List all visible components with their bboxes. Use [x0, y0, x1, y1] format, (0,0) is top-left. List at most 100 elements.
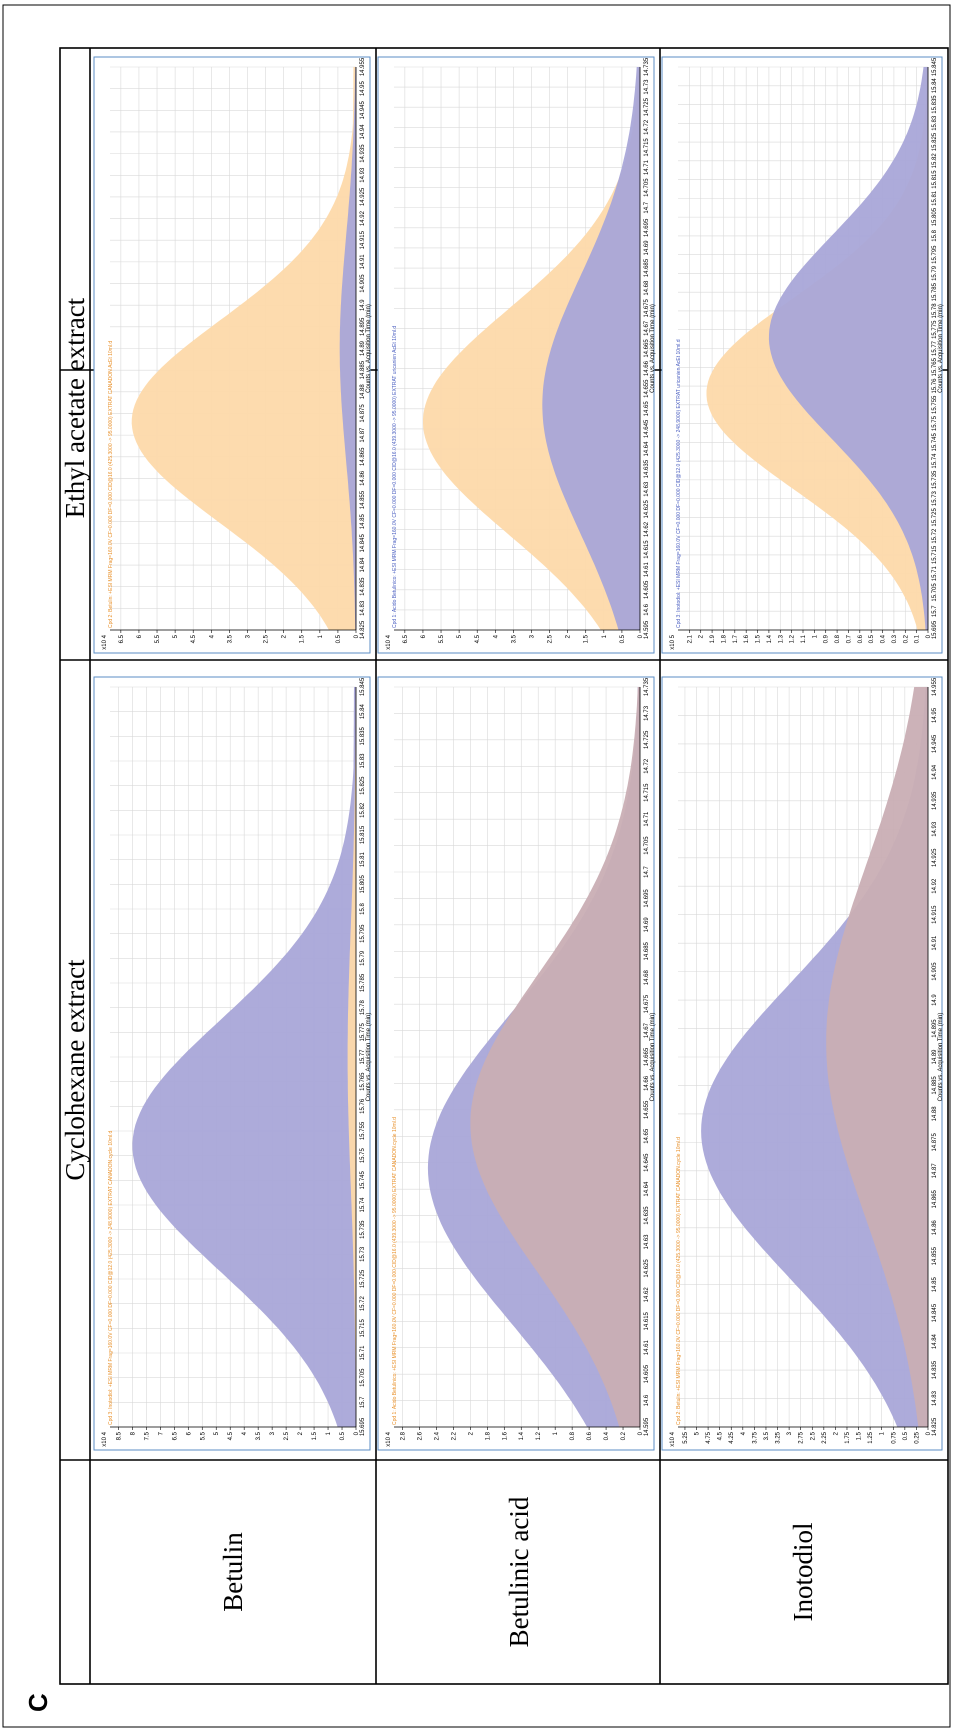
x-axis-label: Counts vs. Acquisition Time (min) — [366, 1013, 372, 1102]
x-tick-label: 14.835 — [932, 1360, 938, 1379]
y-tick-label: 0.75 — [891, 1431, 897, 1443]
series-area-0 — [132, 687, 356, 1427]
x-tick-label: 14.825 — [360, 620, 366, 639]
y-tick-label: 1.2 — [536, 1431, 542, 1440]
y-tick-label: 1.5 — [300, 634, 306, 643]
y-tick-label: 0.5 — [336, 634, 342, 643]
chart-inotodiol-cyclohexane-extract: 0 0.25 0.5 0.75 1 1.25 1.5 1.75 2 2.25 2.5 2.75 3 3.2… — [661, 676, 944, 1451]
x-tick-label: 15.835 — [932, 95, 938, 114]
x-tick-label: 14.61 — [644, 562, 650, 578]
y-tick-label: 0.5 — [903, 1431, 909, 1440]
y-tick-label: 4 — [242, 1431, 248, 1435]
x-tick-label: 15.79 — [932, 265, 938, 281]
x-tick-label: 14.94 — [932, 764, 938, 780]
x-tick-label: 14.87 — [360, 427, 366, 443]
x-tick-label: 15.82 — [360, 802, 366, 818]
y-tick-label: 0 — [926, 634, 932, 638]
x-tick-label: 14.725 — [644, 730, 650, 749]
y-tick-label: 0.5 — [869, 634, 875, 643]
y-tick-label: 2.5 — [264, 634, 270, 643]
y-tick-label: 6 — [137, 634, 143, 638]
chart-title: Cpd 3: Inotodiol: +ESI MRM Frag=160.0V C… — [108, 1130, 114, 1425]
x-tick-label: 15.78 — [360, 999, 366, 1015]
y-tick-label: 1 — [812, 634, 818, 638]
y-tick-label: 1.4 — [767, 634, 773, 643]
y-tick-label: 1.9 — [710, 634, 716, 643]
chart-title: Cpd 3: Inotodiol: +ESI MRM Frag=160.0V C… — [676, 339, 682, 628]
x-tick-label: 14.84 — [932, 1333, 938, 1349]
x-axis-label: Counts vs. Acquisition Time (min) — [366, 304, 372, 393]
x-tick-label: 15.76 — [932, 378, 938, 394]
x-tick-label: 15.735 — [932, 470, 938, 489]
x-tick-label: 15.75 — [932, 415, 938, 431]
y-tick-label: 1 — [602, 634, 608, 638]
x-tick-label: 14.86 — [360, 470, 366, 486]
y-tick-label: 3.5 — [227, 634, 233, 643]
y-tick-label: 6.5 — [172, 1431, 178, 1440]
x-tick-label: 15.745 — [932, 432, 938, 451]
x-tick-label: 14.685 — [644, 941, 650, 960]
x-tick-label: 14.65 — [644, 1128, 650, 1144]
x-tick-label: 14.875 — [932, 1133, 938, 1152]
y-tick-label: 4.5 — [475, 634, 481, 643]
x-tick-label: 14.685 — [644, 258, 650, 277]
x-tick-label: 14.625 — [644, 500, 650, 519]
x-tick-label: 14.88 — [360, 384, 366, 400]
y-tick-label: 0 — [638, 634, 644, 638]
x-tick-label: 15.74 — [360, 1197, 366, 1213]
x-tick-label: 15.71 — [360, 1345, 366, 1361]
y-tick-label: 5 — [214, 1431, 220, 1435]
x-tick-label: 15.745 — [360, 1170, 366, 1189]
x-tick-label: 15.705 — [360, 1368, 366, 1387]
y-tick-label: 1 — [880, 1431, 886, 1435]
y-tick-label: 1.5 — [756, 634, 762, 643]
x-tick-label: 15.78 — [932, 303, 938, 319]
x-tick-label: 14.73 — [644, 79, 650, 95]
x-tick-label: 14.85 — [360, 514, 366, 530]
y-tick-label: 2 — [298, 1431, 304, 1435]
y-tick-label: 1.5 — [312, 1431, 318, 1440]
x-tick-label: 14.825 — [932, 1417, 938, 1436]
y-tick-label: 3.75 — [752, 1431, 758, 1443]
y-tick-label: 2.25 — [822, 1431, 828, 1443]
x-tick-label: 14.62 — [644, 521, 650, 537]
x-tick-label: 15.735 — [360, 1220, 366, 1239]
y-tick-label: 0 — [354, 1431, 360, 1435]
y-tick-label: 1.7 — [733, 634, 739, 643]
x-tick-label: 14.735 — [644, 57, 650, 76]
x-tick-label: 14.95 — [360, 80, 366, 96]
y-tick-label: 4 — [209, 634, 215, 638]
x-tick-label: 14.63 — [644, 1234, 650, 1250]
y-tick-label: 0.2 — [903, 634, 909, 643]
x-tick-label: 14.855 — [932, 1246, 938, 1265]
y-tick-label: 1.6 — [744, 634, 750, 643]
x-tick-label: 14.945 — [360, 100, 366, 119]
x-tick-label: 14.72 — [644, 758, 650, 774]
x-tick-label: 15.815 — [932, 170, 938, 189]
x-tick-label: 14.855 — [360, 490, 366, 509]
y-tick-label: 0.8 — [570, 1431, 576, 1440]
x-axis-label: Counts vs. Acquisition Time (min) — [938, 304, 944, 393]
x-tick-label: 14.6 — [644, 1394, 650, 1406]
y-unit-label: x10 4 — [386, 1431, 392, 1446]
chart-betulin-cyclohexane-extract: 0 0.5 1 1.5 2 2.5 3 3.5 4 4.5 5 5.5 6 6.5 7 7.5 8 8.5 x10 … — [93, 676, 372, 1451]
chart-betulinic-acid-cyclohexane-extract: 0 0.2 0.4 0.6 0.8 1 1.2 1.4 1.6 1.8 2 2.2 2.4 2.6 2.8 x… — [377, 676, 656, 1451]
y-tick-label: 5.25 — [683, 1431, 689, 1443]
x-tick-label: 15.795 — [932, 245, 938, 264]
x-tick-label: 14.945 — [932, 734, 938, 753]
y-tick-label: 0.3 — [892, 634, 898, 643]
row-label-betulinic-acid: Betulinic acid — [504, 1496, 534, 1647]
y-tick-label: 2 — [566, 634, 572, 638]
x-tick-label: 14.715 — [644, 783, 650, 802]
x-tick-label: 14.66 — [644, 1075, 650, 1091]
x-tick-label: 15.81 — [360, 851, 366, 867]
x-tick-label: 15.765 — [932, 357, 938, 376]
x-tick-label: 14.915 — [932, 905, 938, 924]
x-tick-label: 14.935 — [932, 791, 938, 810]
x-tick-label: 14.705 — [644, 178, 650, 197]
y-unit-label: x10 4 — [386, 634, 392, 649]
x-tick-label: 14.87 — [932, 1163, 938, 1179]
x-tick-label: 14.7 — [644, 866, 650, 878]
y-tick-label: 0.2 — [621, 1431, 627, 1440]
